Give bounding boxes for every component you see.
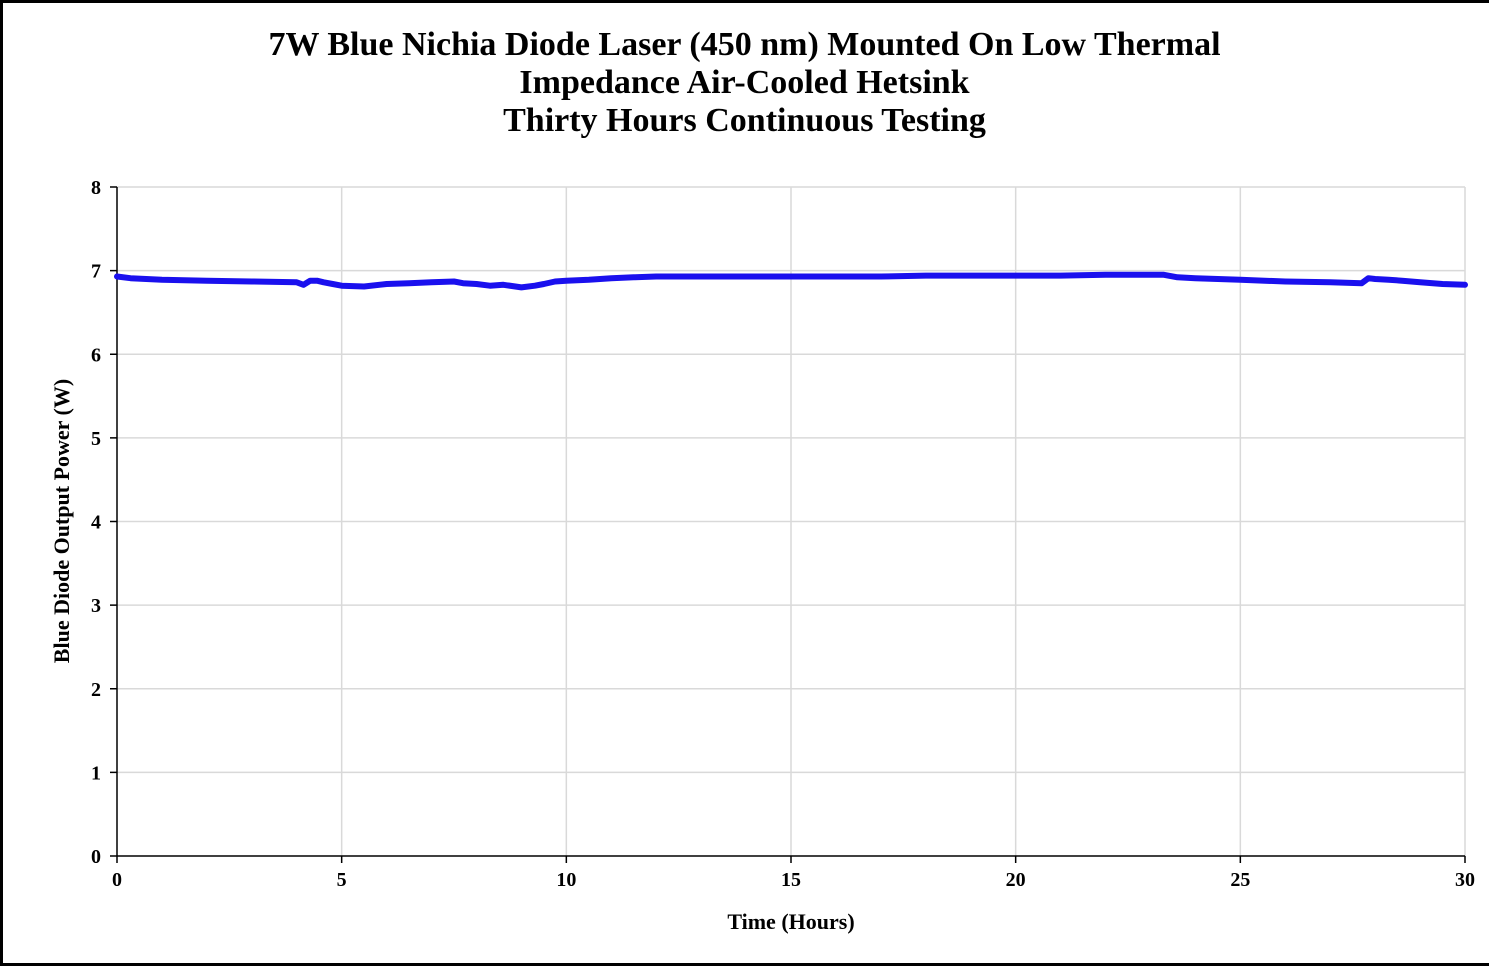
x-tick-label: 0: [112, 869, 122, 891]
chart-title-line-1: 7W Blue Nichia Diode Laser (450 nm) Moun…: [268, 26, 1221, 63]
series-line: [114, 271, 1468, 291]
chart-title-line-3: Thirty Hours Continuous Testing: [503, 102, 986, 139]
y-tick-label: 5: [91, 428, 101, 450]
chart-title: 7W Blue Nichia Diode Laser (450 nm) Moun…: [0, 26, 1489, 140]
x-tick-label: 5: [337, 869, 347, 891]
y-axis-label: Blue Diode Output Power (W): [49, 379, 74, 663]
x-tick-label: 30: [1455, 869, 1475, 891]
x-tick-label: 10: [556, 869, 576, 891]
chart-title-line-2: Impedance Air-Cooled Hetsink: [519, 64, 970, 101]
y-tick-label: 8: [91, 177, 101, 199]
x-tick-label: 25: [1230, 869, 1250, 891]
x-axis-label: Time (Hours): [727, 909, 854, 934]
y-tick-label: 1: [91, 762, 101, 784]
y-tick-label: 7: [91, 261, 101, 283]
y-tick-label: 6: [91, 344, 101, 366]
x-tick-label: 20: [1006, 869, 1026, 891]
y-tick-label: 4: [91, 512, 101, 534]
x-tick-label: 15: [781, 869, 801, 891]
y-tick-label: 3: [91, 595, 101, 617]
gridlines: [117, 186, 1466, 856]
axes: [110, 186, 1466, 863]
series-layer: [114, 271, 1468, 291]
y-tick-label: 2: [91, 679, 101, 701]
y-tick-label: 0: [91, 846, 101, 868]
tick-labels: 0 1 2 3 4 5 6 7 8 0 5 10 15 20 25 30: [91, 177, 1475, 891]
